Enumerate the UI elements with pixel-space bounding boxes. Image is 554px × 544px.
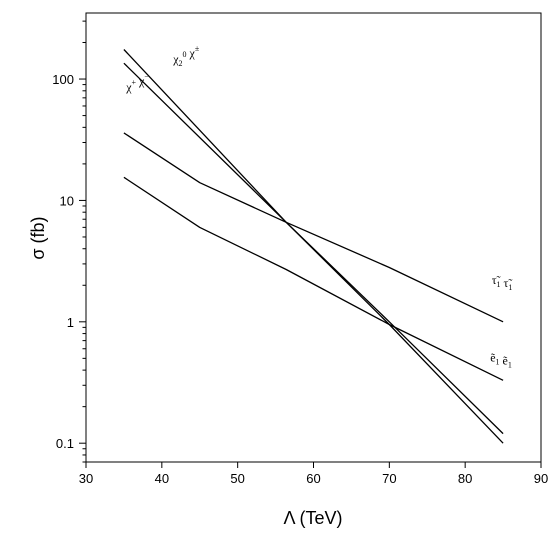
plot-frame <box>85 12 542 463</box>
x-tick-label: 80 <box>458 471 472 486</box>
x-tick-label: 50 <box>230 471 244 486</box>
curve-labels: χ20 χ± χ+ χ− τ̃1 τ̃1 ẽ1 ẽ1 <box>125 44 512 369</box>
curve-label-4: ẽ1 ẽ1 <box>490 351 512 370</box>
series-line-3 <box>123 132 504 323</box>
y-tick-label: 100 <box>52 72 74 87</box>
x-tick-label: 40 <box>155 471 169 486</box>
curve-label-2: χ+ χ− <box>125 72 149 94</box>
x-tick-label: 60 <box>306 471 320 486</box>
curve-label-1: χ20 χ± <box>172 44 200 68</box>
x-axis-ticks: 30 40 50 60 70 80 90 <box>79 462 548 486</box>
curves <box>123 49 504 444</box>
curve-label-3: τ̃1 τ̃1 <box>492 273 513 292</box>
y-tick-label: 10 <box>60 193 74 208</box>
series-line-4 <box>123 176 504 381</box>
series-line-1 <box>123 49 504 435</box>
series-line-2 <box>123 62 504 444</box>
y-tick-label: 0.1 <box>56 436 74 451</box>
y-axis-ticks: 0.1 1 10 100 <box>52 20 86 463</box>
y-axis-title: σ (fb) <box>28 216 48 259</box>
x-tick-label: 90 <box>534 471 548 486</box>
y-tick-label: 1 <box>67 315 74 330</box>
x-axis-title: Λ (TeV) <box>283 508 342 528</box>
x-tick-label: 70 <box>382 471 396 486</box>
x-tick-label: 30 <box>79 471 93 486</box>
